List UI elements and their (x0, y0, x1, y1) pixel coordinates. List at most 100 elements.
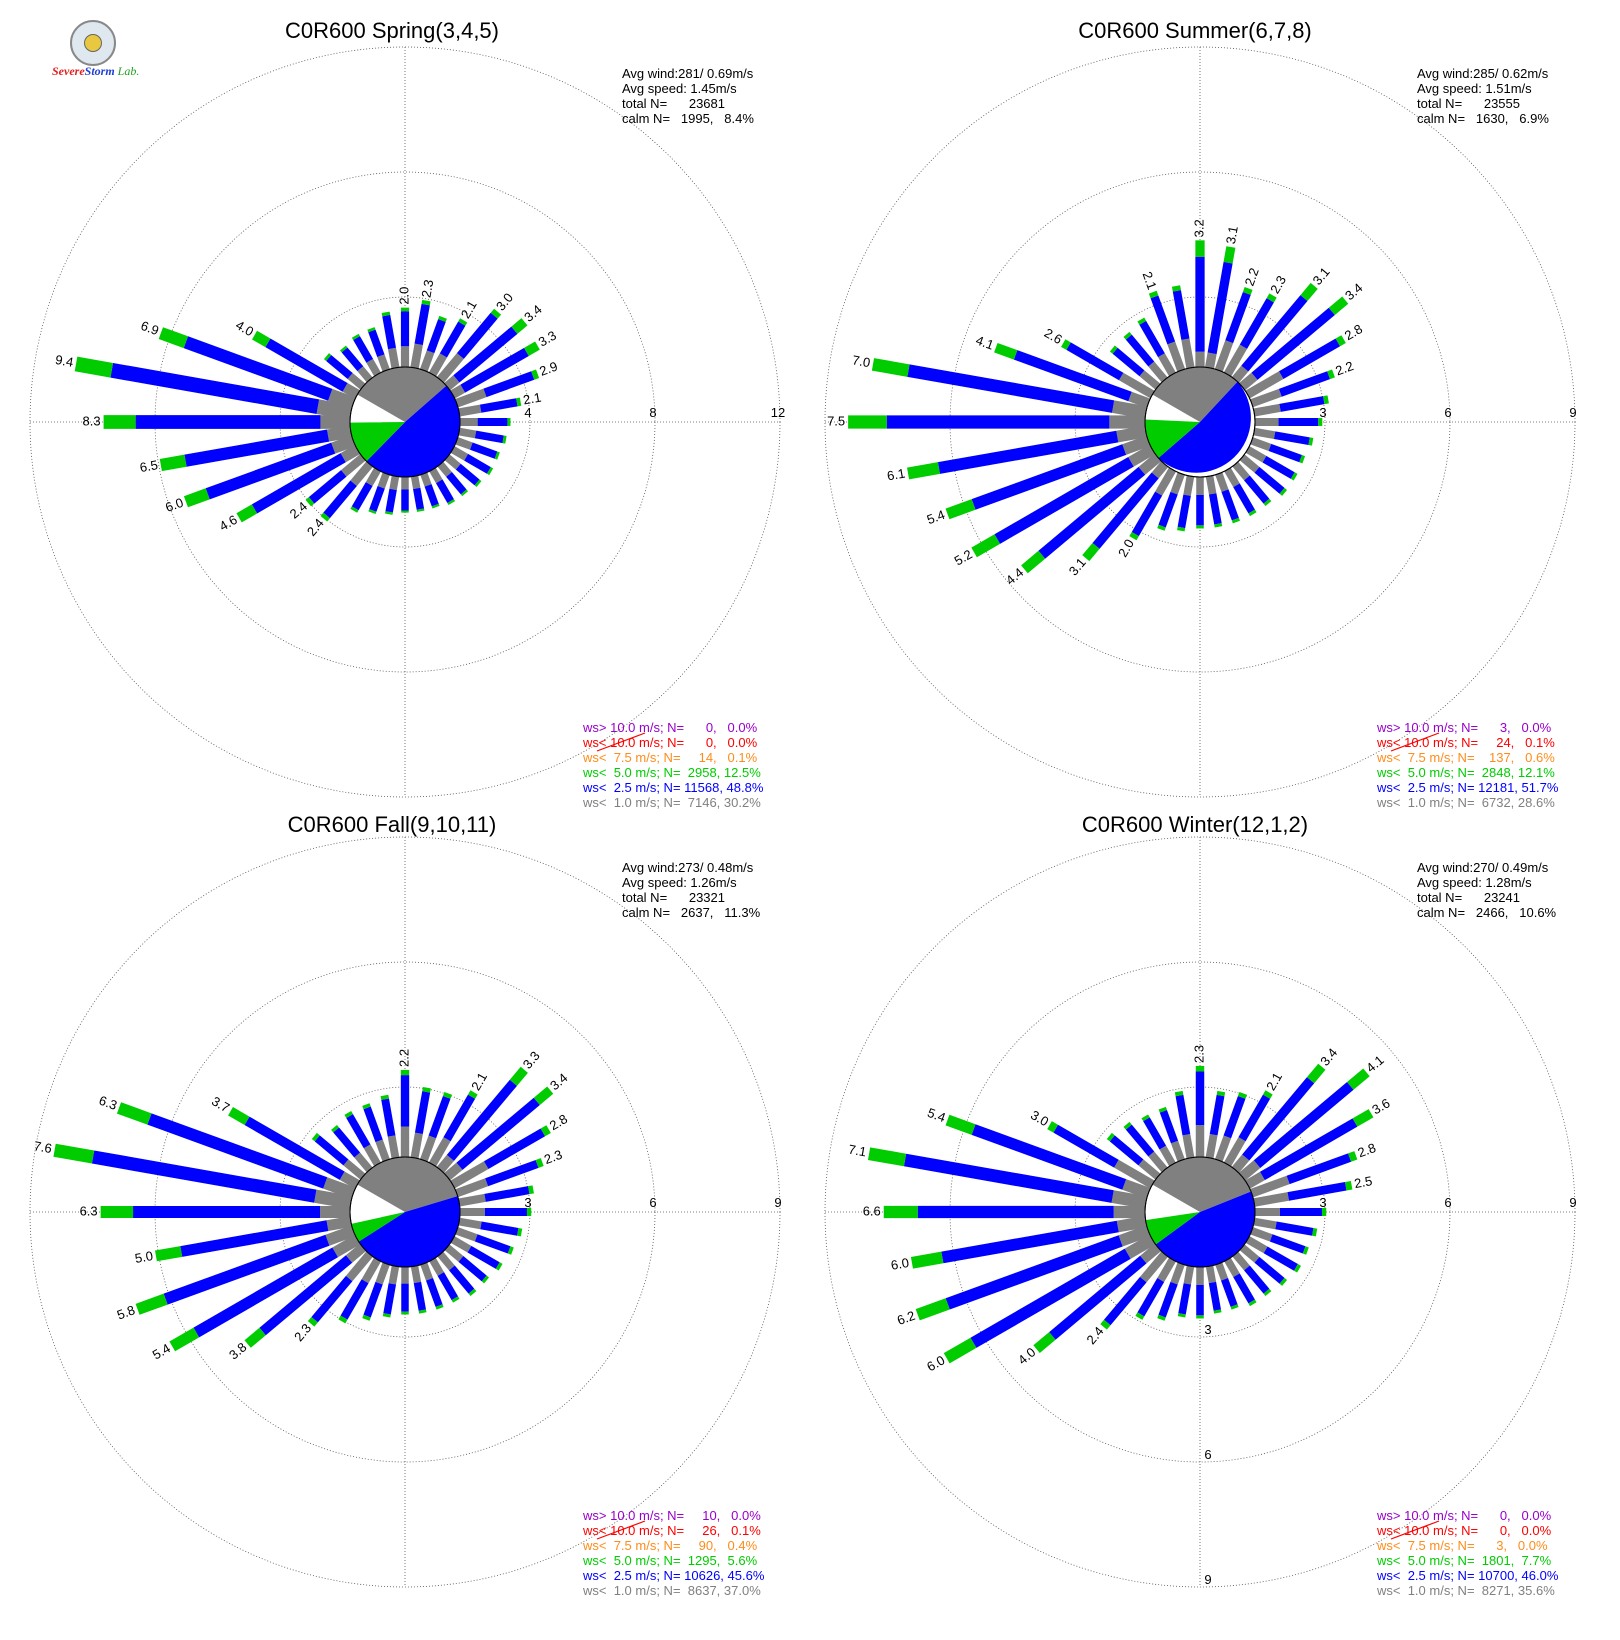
petal-segment-lt1 (377, 472, 390, 489)
petal-value-label: 7.1 (847, 1142, 867, 1160)
wind-petal (428, 1090, 478, 1167)
petal-segment-lt1 (1253, 1217, 1277, 1230)
wind-petal (444, 1244, 489, 1284)
petal-segment-lt1 (350, 461, 373, 486)
stats-line: calm N= 1995, 8.4% (622, 111, 754, 126)
wind-petal (994, 342, 1151, 408)
petal-segment-lt5 (1266, 293, 1277, 303)
wind-petal (1239, 454, 1288, 496)
petal-segment-lt5 (1230, 1304, 1239, 1310)
petal-segment-lt5 (159, 454, 187, 472)
petal-segment-lt5 (1106, 1132, 1115, 1142)
petal-segment-lt1 (1245, 446, 1267, 463)
petal-value-label: 2.2 (1242, 266, 1262, 288)
petal-segment-lt5 (438, 315, 447, 322)
chart-title: C0R600 Spring(3,4,5) (285, 18, 499, 43)
petal-value-label: 2.2 (396, 1049, 411, 1067)
ring-label: 9 (1569, 405, 1576, 420)
petal-segment-lt2_5 (1221, 489, 1239, 521)
petal-value-label: 5.4 (150, 1340, 173, 1362)
petal-segment-lt2_5 (1286, 1153, 1352, 1185)
petal-value-label: 3.4 (1317, 1045, 1340, 1068)
petal-segment-lt1 (328, 388, 356, 410)
wind-petal (1033, 1243, 1162, 1353)
petal-value-label: 6.5 (139, 457, 159, 475)
petal-segment-lt1 (1182, 1133, 1195, 1159)
petal-segment-lt2_5 (474, 430, 504, 444)
wind-petal (159, 425, 352, 472)
petal-segment-lt5 (1177, 1313, 1186, 1318)
petal-segment-lt5 (481, 1275, 489, 1284)
chart-title: C0R600 Fall(9,10,11) (288, 812, 497, 837)
petal-segment-lt5 (915, 1298, 950, 1321)
legend-entry: ws< 1.0 m/s; N= 7146, 30.2% (582, 795, 761, 810)
petal-segment-lt1 (1183, 475, 1195, 496)
petal-segment-lt1 (365, 467, 381, 486)
legend-strike (596, 1520, 646, 1540)
stats-line: calm N= 1630, 6.9% (1417, 111, 1549, 126)
wind-petal (458, 1185, 534, 1207)
petal-value-label: 6.2 (895, 1308, 917, 1328)
petal-segment-lt2_5 (163, 1234, 330, 1305)
petal-segment-lt2_5 (1251, 307, 1335, 380)
logo-text-severe: Severe (52, 64, 85, 78)
legend-entry: ws< 2.5 m/s; N= 12181, 51.7% (1376, 780, 1559, 795)
wind-petal (943, 1234, 1156, 1364)
petal-segment-lt5 (528, 1185, 534, 1195)
petal-segment-lt2_5 (1244, 475, 1270, 504)
wind-petal (1082, 461, 1169, 562)
wind-petal (169, 1234, 361, 1352)
petal-segment-lt5 (320, 512, 330, 522)
petal-segment-lt2_5 (369, 486, 385, 512)
wind-petal (158, 327, 356, 410)
range-ring (29, 46, 781, 798)
petal-value-label: 2.4 (304, 515, 327, 538)
petal-segment-lt1 (420, 472, 432, 487)
petal-segment-lt1 (388, 347, 400, 369)
petal-segment-lt5 (1262, 1090, 1273, 1099)
petal-segment-lt2_5 (1262, 455, 1295, 479)
petal-segment-lt2_5 (1225, 291, 1251, 344)
petal-segment-lt5 (236, 504, 258, 523)
petal-segment-lt2_5 (1279, 396, 1325, 412)
wind-petal (382, 1265, 400, 1318)
petal-segment-lt2_5 (1242, 1077, 1315, 1161)
legend-entry: ws< 7.5 m/s; N= 3, 0.0% (1376, 1538, 1548, 1553)
petal-segment-lt5 (323, 353, 332, 361)
petal-segment-lt2_5 (1053, 1124, 1119, 1168)
petal-segment-lt2_5 (435, 479, 454, 503)
petal-segment-lt5 (910, 1251, 944, 1269)
petal-value-label: 6.0 (163, 495, 185, 515)
petal-segment-lt1 (1116, 425, 1147, 443)
petal-segment-lt2_5 (259, 1255, 353, 1336)
wind-petal (1177, 1265, 1195, 1318)
petal-segment-lt2_5 (1125, 334, 1155, 367)
petal-segment-lt1 (428, 1137, 451, 1167)
petal-segment-lt5 (311, 1132, 320, 1142)
wind-petal (1171, 285, 1195, 369)
petal-segment-lt5 (1223, 246, 1236, 264)
petal-segment-lt5 (1294, 1264, 1301, 1273)
range-ring (824, 836, 1576, 1588)
petal-segment-lt2_5 (1268, 443, 1302, 463)
petal-segment-lt2_5 (1220, 1278, 1238, 1307)
petal-segment-lt1 (437, 461, 452, 477)
petal-segment-lt1 (1128, 444, 1156, 467)
wind-petal (1253, 1181, 1353, 1207)
wind-petal (428, 318, 468, 377)
petal-value-label: 8.3 (83, 413, 101, 428)
petal-segment-lt2_5 (456, 312, 498, 359)
wind-petal (1137, 317, 1176, 377)
petal-segment-lt5 (511, 318, 528, 334)
petal-segment-lt5 (1214, 523, 1223, 528)
petal-segment-lt5 (1312, 1228, 1318, 1237)
petal-segment-lt2_5 (333, 1127, 361, 1158)
wind-petal (455, 1158, 544, 1198)
petal-segment-lt1 (375, 1262, 390, 1285)
petal-segment-lt5 (486, 467, 494, 476)
petal-segment-lt5 (1135, 1312, 1145, 1320)
petal-segment-lt5 (1302, 1246, 1309, 1255)
petal-segment-lt5 (422, 1086, 431, 1093)
legend-entry: ws< 10.0 m/s; N= 0, 0.0% (1376, 1523, 1552, 1538)
petal-segment-lt1 (340, 444, 361, 463)
